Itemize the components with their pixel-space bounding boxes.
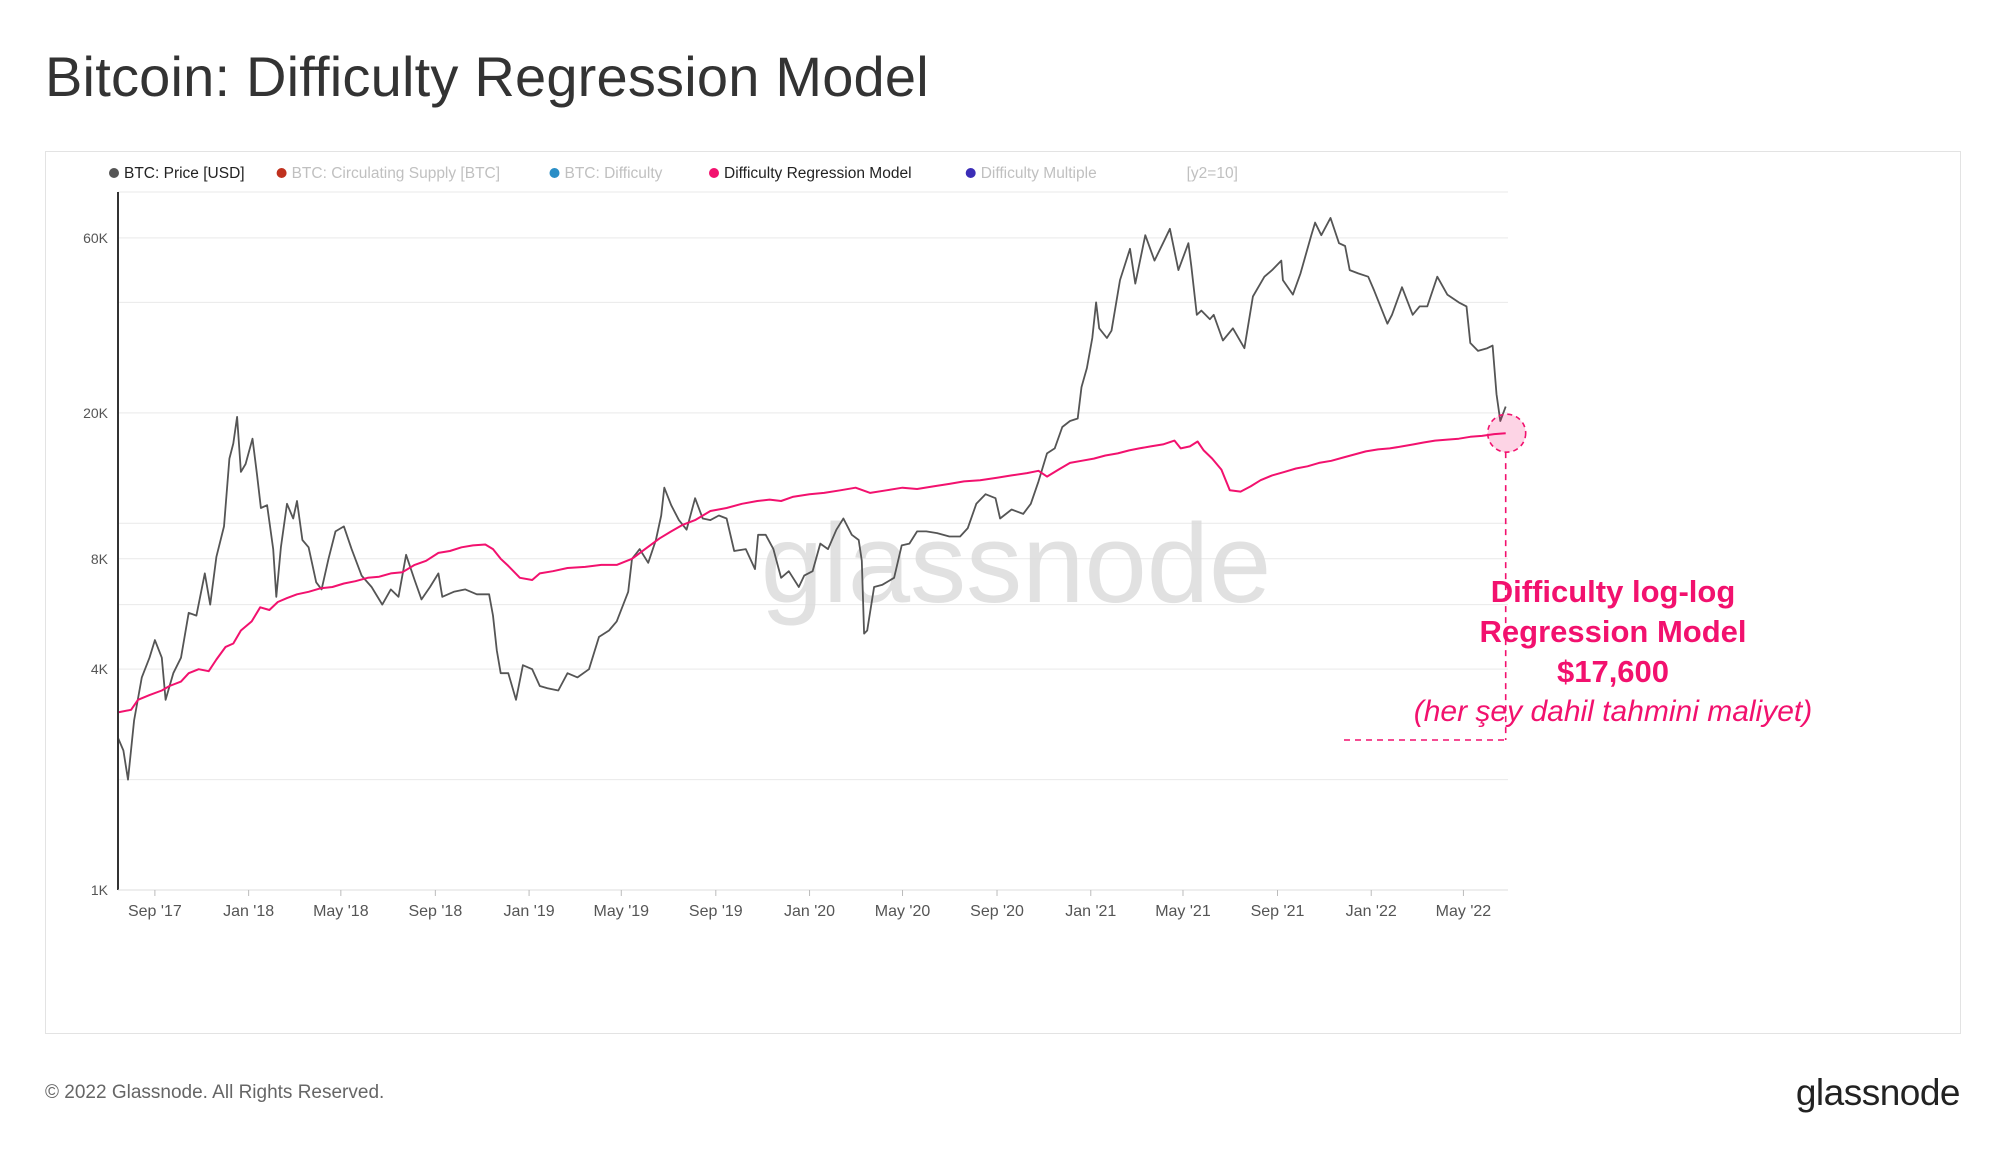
legend-label: BTC: Circulating Supply [BTC]: [292, 165, 500, 182]
price-series-line: [117, 217, 1507, 781]
x-tick-label: May '19: [594, 903, 650, 920]
legend-item[interactable]: Difficulty Multiple: [965, 165, 1097, 182]
x-tick-label: Jan '19: [504, 903, 555, 920]
y-tick-label: 60K: [83, 230, 109, 246]
legend-label: BTC: Difficulty: [565, 165, 663, 182]
legend-item[interactable]: BTC: Difficulty: [549, 165, 663, 182]
gridlines: [118, 191, 1508, 891]
callout-highlight-circle: [1486, 413, 1527, 453]
x-tick-label: Sep '18: [408, 903, 462, 920]
x-tick-label: Sep '20: [970, 903, 1024, 920]
axes: 1K 4K 8K 20K 60K Sep '17 Jan '18 May '18 Sep '18…: [83, 192, 1508, 920]
legend-label: Difficulty Multiple: [981, 165, 1097, 182]
chart-panel: BTC: Price [USD] BTC: Circulating Supply …: [45, 151, 1961, 1034]
glassnode-logo: glassnode: [1795, 1072, 1961, 1113]
annotation: Difficulty log-log Regression Model $17,…: [1344, 413, 1812, 741]
annotation-title-line1: Difficulty log-log: [1491, 574, 1736, 609]
legend-swatch: [109, 168, 119, 178]
legend-item[interactable]: BTC: Price [USD]: [109, 165, 245, 182]
y-tick-label: 20K: [83, 405, 109, 421]
chart: BTC: Price [USD] BTC: Circulating Supply …: [83, 165, 1812, 920]
x-tick-label: May '20: [875, 903, 931, 920]
watermark: glassnode: [761, 501, 1272, 626]
y-tick-label: 8K: [91, 551, 109, 567]
legend-item[interactable]: [y2=10]: [1187, 165, 1238, 182]
legend: BTC: Price [USD] BTC: Circulating Supply …: [109, 165, 1238, 182]
y-tick-label: 4K: [91, 661, 109, 677]
legend-label: BTC: Price [USD]: [124, 165, 245, 182]
x-tick-label: Sep '19: [689, 903, 743, 920]
x-tick-label: May '18: [313, 903, 369, 920]
legend-swatch: [965, 168, 976, 178]
legend-swatch: [709, 168, 719, 178]
x-tick-label: Sep '21: [1251, 903, 1305, 920]
annotation-title-line2: Regression Model: [1480, 614, 1747, 649]
series-lines: [117, 217, 1507, 781]
legend-item[interactable]: Difficulty Regression Model: [709, 165, 912, 182]
x-tick-label: Jan '22: [1346, 903, 1397, 920]
legend-label: Difficulty Regression Model: [724, 165, 912, 182]
x-tick-label: Jan '18: [223, 903, 274, 920]
annotation-value: $17,600: [1557, 654, 1669, 689]
x-tick-label: May '21: [1155, 903, 1211, 920]
x-tick-label: Jan '21: [1065, 903, 1116, 920]
annotation-note: (her şey dahil tahmini maliyet): [1414, 695, 1812, 728]
y-tick-label: 1K: [91, 882, 109, 898]
legend-label: [y2=10]: [1187, 165, 1238, 182]
legend-item[interactable]: BTC: Circulating Supply [BTC]: [276, 165, 500, 182]
legend-swatch: [276, 168, 287, 178]
x-tick-label: Sep '17: [128, 903, 182, 920]
x-tick-label: Jan '20: [784, 903, 835, 920]
legend-swatch: [549, 168, 560, 178]
copyright-text: © 2022 Glassnode. All Rights Reserved.: [45, 1082, 385, 1103]
x-tick-label: May '22: [1436, 903, 1492, 920]
page-title: Bitcoin: Difficulty Regression Model: [45, 45, 929, 108]
model-series-line: [117, 432, 1506, 714]
